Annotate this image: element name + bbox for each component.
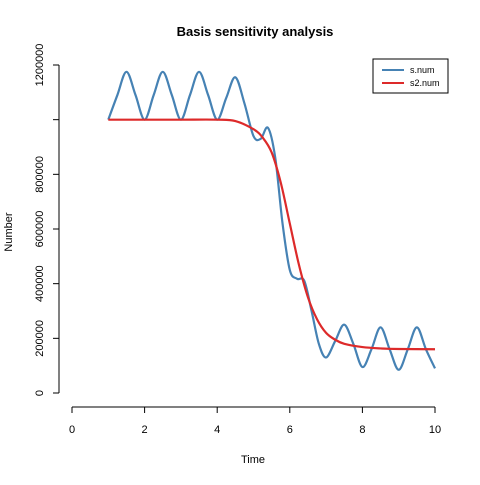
y-tick-label: 200000 <box>34 320 46 357</box>
x-tick-label: 10 <box>429 424 441 436</box>
legend: s.num s2.num <box>373 59 448 93</box>
x-tick-label: 0 <box>69 424 75 436</box>
legend-label-s-num: s.num <box>410 65 435 75</box>
legend-label-s2-num: s2.num <box>410 78 440 88</box>
y-tick-label: 0 <box>34 390 46 396</box>
plot-area <box>108 72 435 370</box>
y-tick-label: 400000 <box>34 265 46 302</box>
y-tick-label: 600000 <box>34 211 46 248</box>
x-axis-label: Time <box>241 454 265 466</box>
y-axis: 0 200000 400000 600000 800000 1200000 <box>34 44 59 396</box>
x-axis: 0 2 4 6 8 10 <box>69 407 441 436</box>
y-tick-label: 1200000 <box>34 44 46 87</box>
x-tick-label: 4 <box>214 424 220 436</box>
y-axis-label: Number <box>3 212 15 251</box>
x-tick-label: 2 <box>142 424 148 436</box>
x-tick-label: 6 <box>287 424 293 436</box>
y-tick-label: 800000 <box>34 156 46 193</box>
chart-title: Basis sensitivity analysis <box>177 24 334 39</box>
x-tick-label: 8 <box>359 424 365 436</box>
series-line-s2-num <box>108 120 435 350</box>
series-line-s-num <box>108 72 435 370</box>
